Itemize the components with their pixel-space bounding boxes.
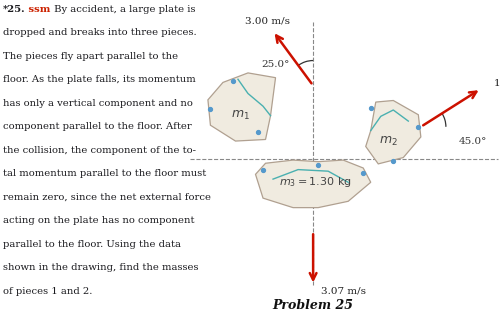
Polygon shape bbox=[256, 160, 371, 208]
Text: $m_2$: $m_2$ bbox=[379, 135, 398, 148]
Text: By accident, a large plate is: By accident, a large plate is bbox=[51, 5, 195, 14]
Text: The pieces fly apart parallel to the: The pieces fly apart parallel to the bbox=[3, 52, 178, 61]
Text: component parallel to the floor. After: component parallel to the floor. After bbox=[3, 122, 191, 131]
Text: 1.79 m/s: 1.79 m/s bbox=[493, 79, 501, 87]
Text: 3.07 m/s: 3.07 m/s bbox=[321, 286, 366, 295]
Text: 45.0°: 45.0° bbox=[458, 137, 487, 146]
Text: 3.00 m/s: 3.00 m/s bbox=[245, 16, 291, 25]
Text: *25.: *25. bbox=[3, 5, 25, 14]
Text: the collision, the component of the to-: the collision, the component of the to- bbox=[3, 146, 195, 155]
Text: of pieces 1 and 2.: of pieces 1 and 2. bbox=[3, 287, 92, 295]
Text: dropped and breaks into three pieces.: dropped and breaks into three pieces. bbox=[3, 28, 196, 37]
Text: $m_1$: $m_1$ bbox=[231, 109, 250, 122]
Text: tal momentum parallel to the floor must: tal momentum parallel to the floor must bbox=[3, 169, 206, 178]
Text: remain zero, since the net external force: remain zero, since the net external forc… bbox=[3, 193, 210, 202]
Text: ssm: ssm bbox=[25, 5, 51, 14]
Text: floor. As the plate falls, its momentum: floor. As the plate falls, its momentum bbox=[3, 75, 195, 84]
Text: acting on the plate has no component: acting on the plate has no component bbox=[3, 216, 194, 225]
Text: $m_3 = 1.30\ \mathrm{kg}$: $m_3 = 1.30\ \mathrm{kg}$ bbox=[279, 175, 352, 189]
Text: 25.0°: 25.0° bbox=[262, 60, 290, 69]
Text: parallel to the floor. Using the data: parallel to the floor. Using the data bbox=[3, 240, 180, 249]
Text: has only a vertical component and no: has only a vertical component and no bbox=[3, 99, 192, 108]
Text: shown in the drawing, find the masses: shown in the drawing, find the masses bbox=[3, 263, 198, 272]
Polygon shape bbox=[366, 100, 421, 164]
Polygon shape bbox=[208, 73, 276, 141]
Text: Problem 25: Problem 25 bbox=[273, 299, 354, 312]
